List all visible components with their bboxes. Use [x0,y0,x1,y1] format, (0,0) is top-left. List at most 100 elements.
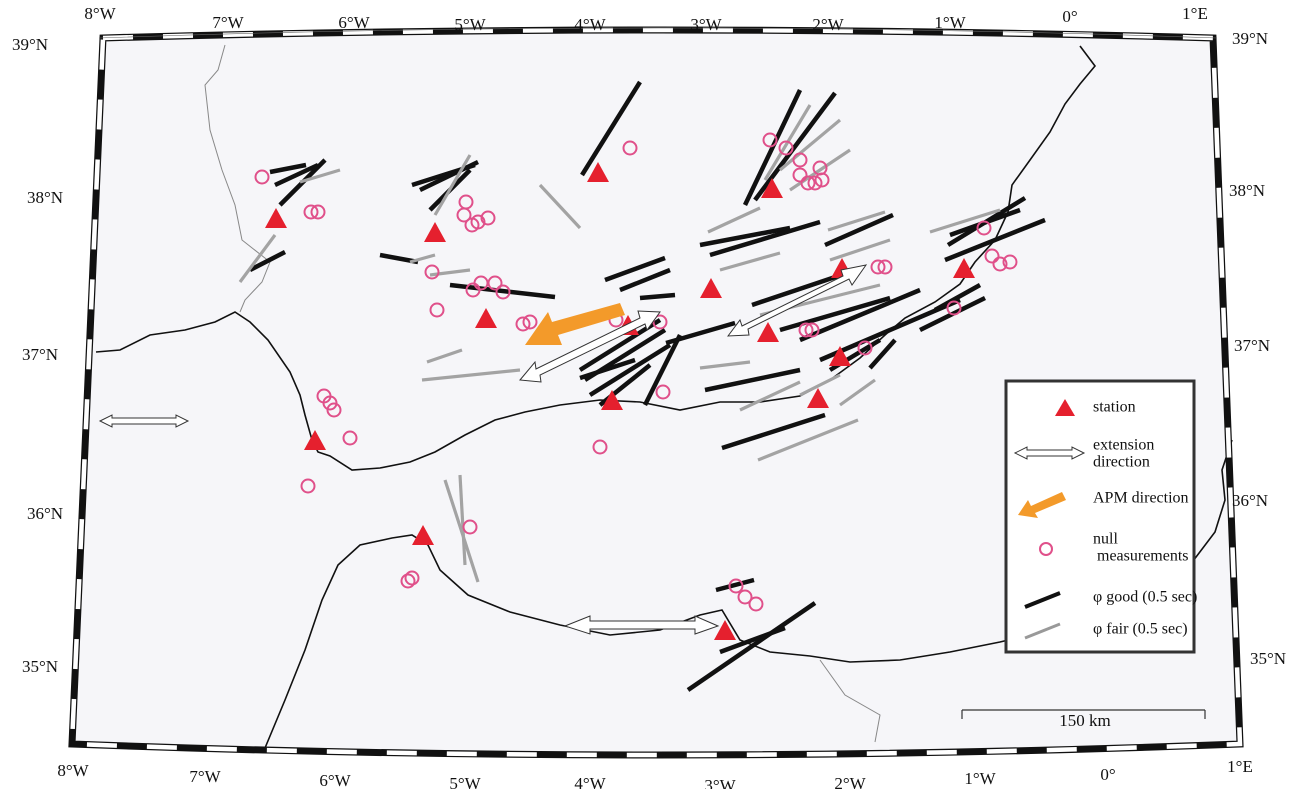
split-stick [721,412,826,451]
split-stick [639,292,676,301]
coordinate-label: 4°W [574,15,606,34]
split-stick [421,368,521,382]
split-stick [604,255,666,283]
null-measurements [254,132,1018,612]
station-triangle [807,388,829,408]
null-circle [622,140,638,156]
coordinate-label: 39°N [12,35,48,54]
split-stick [757,418,859,462]
null-circle [655,384,671,400]
split-stick [827,210,886,232]
split-stick [419,159,479,193]
null-circle [462,519,478,535]
null-circle [465,282,481,298]
coordinate-label: 5°W [449,774,481,789]
null-circle [946,300,962,316]
null-circle [737,589,753,605]
station-triangle [412,525,434,545]
null-circle [480,210,496,226]
null-circle [456,207,472,223]
split-stick [707,206,761,234]
coordinate-label: 37°N [22,345,58,364]
split-stick [789,148,851,192]
null-circle [748,596,764,612]
apm-arrow [525,303,625,345]
split-stick [839,378,876,407]
null-circle [798,322,814,338]
null-circle [424,264,440,280]
split-stick [248,249,287,273]
null-circle [1002,254,1018,270]
frame [68,26,1244,759]
split-stick [739,380,801,412]
extension-arrows [98,264,868,635]
split-stick [299,168,341,184]
null-circle [984,248,1000,264]
split-stick [709,219,821,258]
coordinate-label: 39°N [1232,29,1268,48]
null-circle [487,275,503,291]
null-circle [515,316,531,332]
coordinate-label: 35°N [1250,649,1286,668]
null-circle [522,314,538,330]
station-triangle [714,620,736,640]
null-circle [310,204,326,220]
coordinate-label: 7°W [189,767,221,786]
null-circle [807,175,823,191]
split-stick [799,373,841,397]
null-circle [778,140,794,156]
split-stick [699,225,791,248]
split-stick [458,474,467,566]
coordinate-label: 6°W [338,13,370,32]
null-circle [814,172,830,188]
split-stick [719,251,781,272]
coordinate-label: 36°N [27,504,63,523]
split-stick [409,253,436,264]
null-circle [870,259,886,275]
null-circle [792,152,808,168]
legend-apm [1018,492,1066,518]
station-triangle [601,390,623,410]
legend-good [1024,591,1061,609]
legend-extension [1013,446,1086,460]
legend-label: φ good (0.5 sec) [1093,589,1197,606]
split-stick [426,348,463,364]
split-stick [753,91,837,202]
station-triangle [829,346,851,366]
null-circle [342,430,358,446]
split-stick [699,360,751,370]
coordinate-label: 1°W [934,13,966,32]
station-triangle [757,322,779,342]
station-triangle [587,162,609,182]
split-stick [443,479,480,583]
split-stick [642,333,683,407]
borders [204,44,881,743]
coordinate-label: 1°E [1182,4,1208,23]
split-stick [429,268,471,277]
split-stick [269,162,307,175]
split-stick [715,577,755,593]
coordinate-label: 0° [1062,7,1077,26]
coordinate-label: 36°N [1232,491,1268,510]
legend-box [1004,379,1196,654]
coordinate-label: 6°W [319,771,351,789]
split-stick [778,118,842,172]
station-triangle [304,430,326,450]
split-stick [779,295,891,333]
null-circle [728,578,744,594]
coordinate-label: 5°W [454,15,486,34]
null-circle [992,256,1008,272]
split-stick [686,601,817,692]
coordinate-label: 38°N [27,188,63,207]
station-triangle [953,258,975,278]
legend-label: APM direction [1093,490,1189,507]
coordinate-label: 1°E [1227,757,1253,776]
split-stick [619,267,671,293]
legend-label: extension [1093,437,1154,454]
null-circle [804,322,820,338]
split-stick [538,183,582,230]
null-circle [429,302,445,318]
